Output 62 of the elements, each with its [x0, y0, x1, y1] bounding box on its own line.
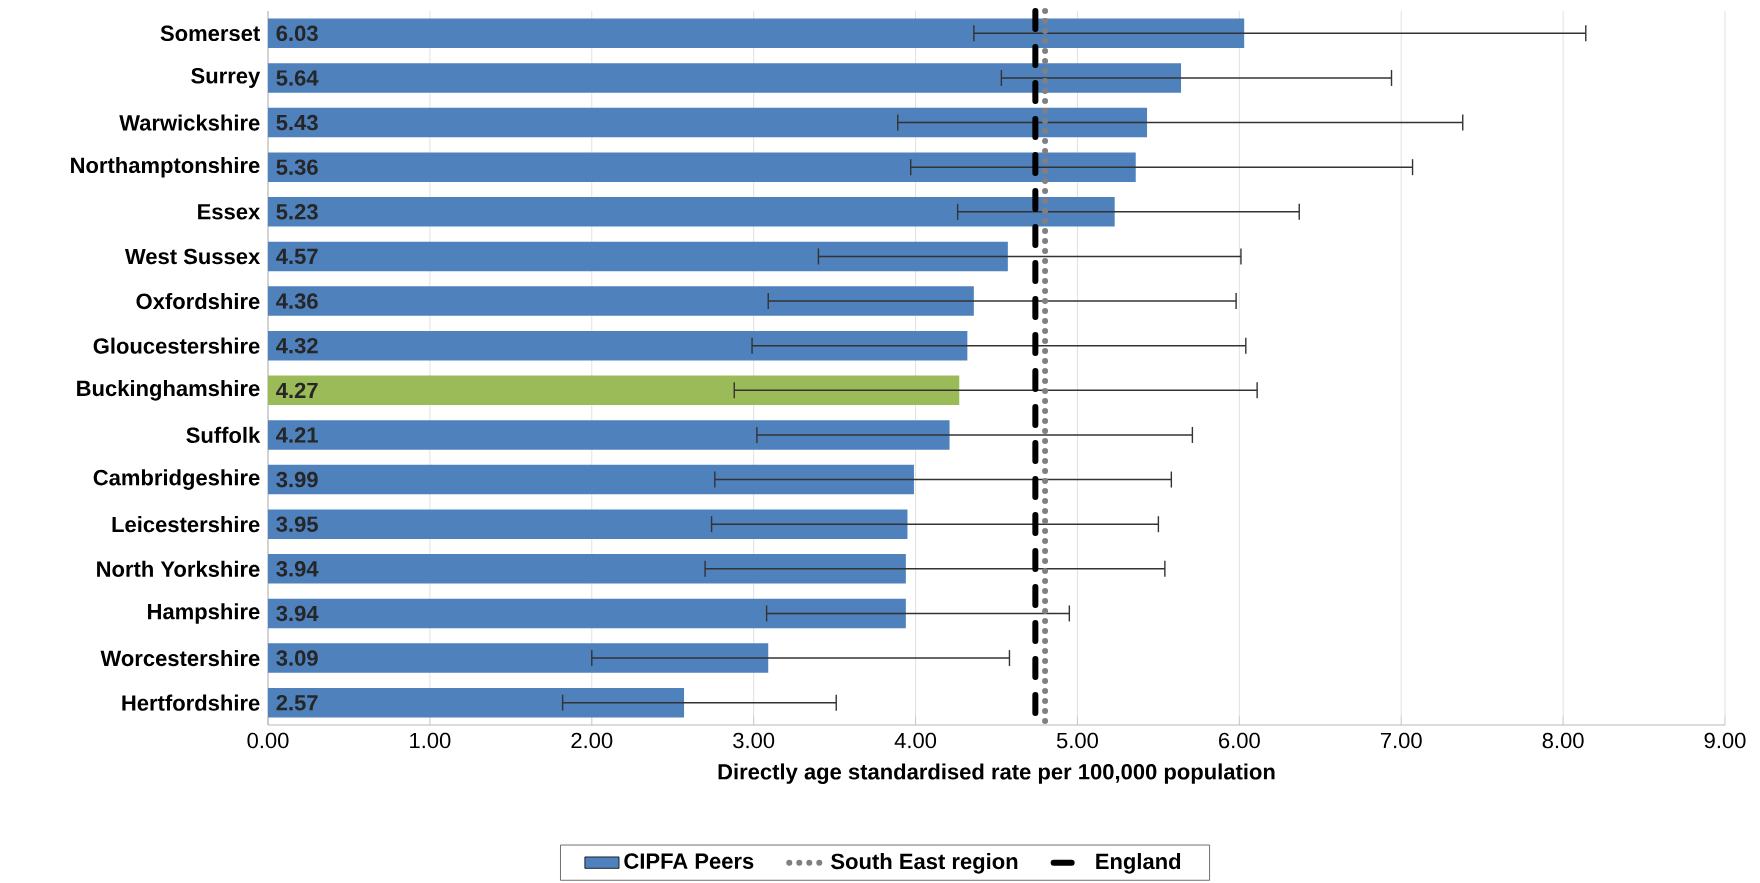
- y-tick-label: Surrey: [191, 68, 261, 88]
- data-label: 6.03: [276, 25, 318, 42]
- data-label: 5.64: [276, 70, 319, 86]
- x-tick-label: 6.00: [1219, 732, 1260, 749]
- y-tick-label: Hampshire: [148, 603, 260, 624]
- data-label: 3.99: [276, 471, 318, 488]
- bar: [268, 241, 1008, 272]
- y-tick-label: Essex: [198, 204, 261, 220]
- data-label: 5.23: [276, 204, 318, 220]
- y-tick-label: Gloucestershire: [93, 337, 260, 354]
- bar: [268, 598, 906, 629]
- bar: [268, 152, 1136, 182]
- data-label: 4.27: [276, 382, 318, 398]
- x-tick-label: 4.00: [894, 732, 937, 749]
- bar: [268, 509, 908, 539]
- data-label: 5.43: [276, 114, 318, 131]
- x-axis-title: Directly age standardised rate per 100,000 population: [718, 763, 1275, 784]
- data-label: 4.36: [276, 293, 318, 309]
- y-tick-label: Warwickshire: [119, 114, 260, 131]
- bar: [268, 197, 1115, 227]
- bar: [268, 375, 960, 406]
- x-tick-label: 3.00: [733, 732, 775, 749]
- data-label: 4.21: [276, 427, 318, 443]
- y-tick-label: Somerset: [160, 25, 260, 42]
- legend-label: South East region: [831, 853, 1018, 874]
- y-tick-label: West Sussex: [124, 248, 261, 265]
- data-label: 5.36: [276, 159, 318, 175]
- bar: [268, 420, 950, 450]
- data-label: 3.95: [276, 516, 318, 532]
- y-tick-label: Oxfordshire: [136, 292, 260, 310]
- x-tick-label: 8.00: [1542, 732, 1584, 749]
- data-label: 4.32: [276, 337, 318, 354]
- y-tick-label: Suffolk: [186, 426, 261, 444]
- y-tick-label: North Yorkshire: [97, 560, 260, 577]
- x-tick-label: 5.00: [1056, 732, 1098, 749]
- bar: [268, 286, 974, 316]
- y-tick-label: Hertfordshire: [122, 694, 260, 711]
- data-label: 4.57: [276, 248, 318, 265]
- legend-label: England: [1096, 853, 1181, 874]
- legend-label: CIPFA Peers: [624, 853, 754, 869]
- x-tick-label: 2.00: [571, 732, 613, 749]
- bar: [268, 464, 914, 495]
- bar: [268, 554, 906, 584]
- bar: [268, 643, 769, 673]
- bar: [268, 687, 685, 718]
- x-tick-label: 9.00: [1704, 732, 1746, 749]
- data-label: 3.94: [276, 561, 319, 577]
- y-tick-label: Northamptonshire: [71, 156, 260, 178]
- y-tick-label: Cambridgeshire: [93, 469, 260, 490]
- x-tick-label: 1.00: [410, 732, 451, 749]
- y-tick-label: Worcestershire: [100, 650, 260, 667]
- bar: [268, 107, 1148, 138]
- bar: [268, 330, 968, 361]
- bar: [268, 18, 1245, 49]
- data-label: 3.09: [276, 650, 318, 666]
- x-tick-label: 7.00: [1380, 732, 1422, 749]
- x-tick-label: 0.00: [247, 732, 289, 749]
- data-label: 2.57: [276, 694, 318, 711]
- data-label: 3.94: [276, 605, 319, 622]
- y-tick-label: Buckinghamshire: [77, 380, 260, 401]
- bar: [268, 63, 1182, 93]
- y-tick-label: Leicestershire: [112, 516, 260, 533]
